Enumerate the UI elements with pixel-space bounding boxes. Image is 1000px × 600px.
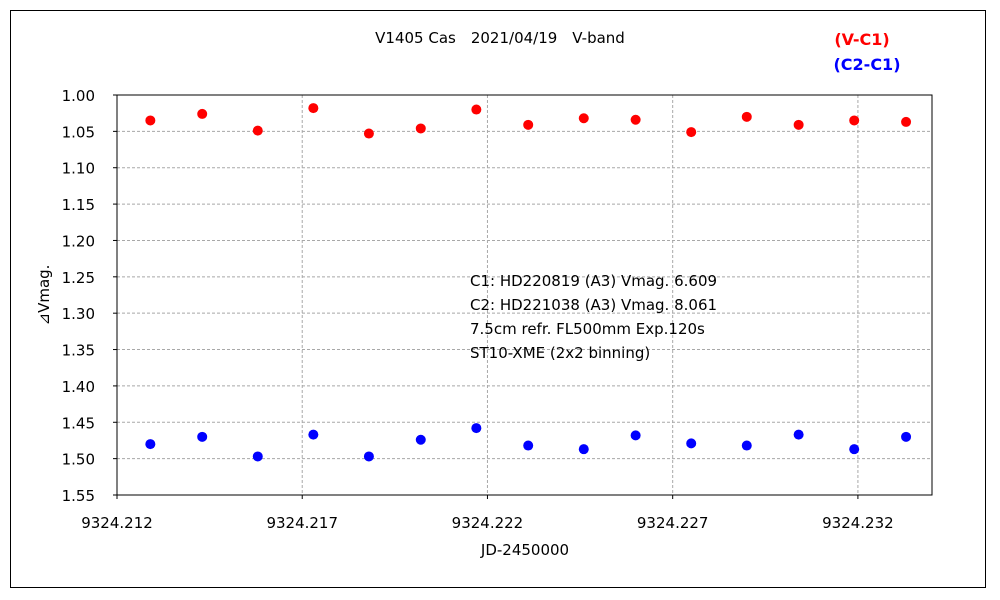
c2-c1-point [308, 429, 319, 440]
c2-c1-point [578, 444, 589, 455]
y-tick-label: 1.40 [62, 378, 95, 396]
chart-title: V1405 Cas 2021/04/19 V-band [375, 29, 625, 47]
annotation-line-telescope: 7.5cm refr. FL500mm Exp.120s [470, 320, 705, 338]
v-c1-point [523, 119, 534, 130]
annotation-line-c2: C2: HD221038 (A3) Vmag. 8.061 [470, 296, 717, 314]
v-c1-point [308, 103, 319, 114]
annotation-line-camera: ST10-XME (2x2 binning) [470, 344, 650, 362]
y-tick-label: 1.55 [62, 487, 95, 505]
y-tick-label: 1.15 [62, 196, 95, 214]
c2-c1-point [471, 423, 482, 434]
y-tick-label: 1.20 [62, 232, 95, 250]
v-c1-point [252, 125, 263, 136]
x-tick-label: 9324.232 [822, 514, 894, 532]
annotation-block: C1: HD220819 (A3) Vmag. 6.609 C2: HD2210… [470, 272, 717, 362]
v-c1-point [849, 115, 860, 126]
y-tick-label: 1.35 [62, 342, 95, 360]
annotation-line-c1: C1: HD220819 (A3) Vmag. 6.609 [470, 272, 717, 290]
y-tick-label: 1.45 [62, 414, 95, 432]
v-c1-point [901, 116, 912, 127]
legend-label-v-c1: (V-C1) [834, 30, 889, 49]
y-tick-label: 1.30 [62, 305, 95, 323]
y-tick-label: 1.00 [62, 87, 95, 105]
y-tick-label: 1.50 [62, 451, 95, 469]
tick-layer: 1.00 1.05 1.10 1.15 1.20 1.25 1.30 1.35 1.40 1.45… [62, 87, 894, 532]
c2-c1-point [523, 440, 534, 451]
grid-layer [117, 95, 932, 495]
v-c1-point [471, 104, 482, 115]
c2-c1-point [363, 451, 374, 462]
x-tick-label: 9324.227 [637, 514, 709, 532]
legend-label-c2-c1: (C2-C1) [833, 55, 900, 74]
c2-c1-point [793, 429, 804, 440]
y-axis-label: ⊿Vmag. [35, 265, 53, 326]
chart-frame [10, 10, 986, 588]
c2-c1-point [849, 444, 860, 455]
c2-c1-point [901, 431, 912, 442]
v-c1-point [145, 115, 156, 126]
x-tick-label: 9324.217 [266, 514, 338, 532]
c2-c1-point [145, 439, 156, 450]
v-c1-point [578, 113, 589, 124]
c2-c1-point [686, 438, 697, 449]
v-c1-point [363, 128, 374, 139]
v-c1-point [197, 108, 208, 119]
y-tick-label: 1.25 [62, 269, 95, 287]
y-tick-label: 1.10 [62, 160, 95, 178]
point-layer [145, 103, 912, 462]
x-tick-label: 9324.222 [452, 514, 524, 532]
c2-c1-point [252, 451, 263, 462]
x-axis-label: JD-2450000 [480, 541, 569, 559]
c2-c1-point [630, 430, 641, 441]
v-c1-point [686, 127, 697, 138]
y-tick-label: 1.05 [62, 123, 95, 141]
v-c1-point [630, 114, 641, 125]
c2-c1-point [197, 431, 208, 442]
v-c1-point [741, 111, 752, 122]
plot-area [116, 94, 933, 496]
x-tick-label: 9324.212 [81, 514, 153, 532]
c2-c1-point [415, 434, 426, 445]
v-c1-point [793, 119, 804, 130]
v-c1-point [415, 123, 426, 134]
c2-c1-point [741, 440, 752, 451]
